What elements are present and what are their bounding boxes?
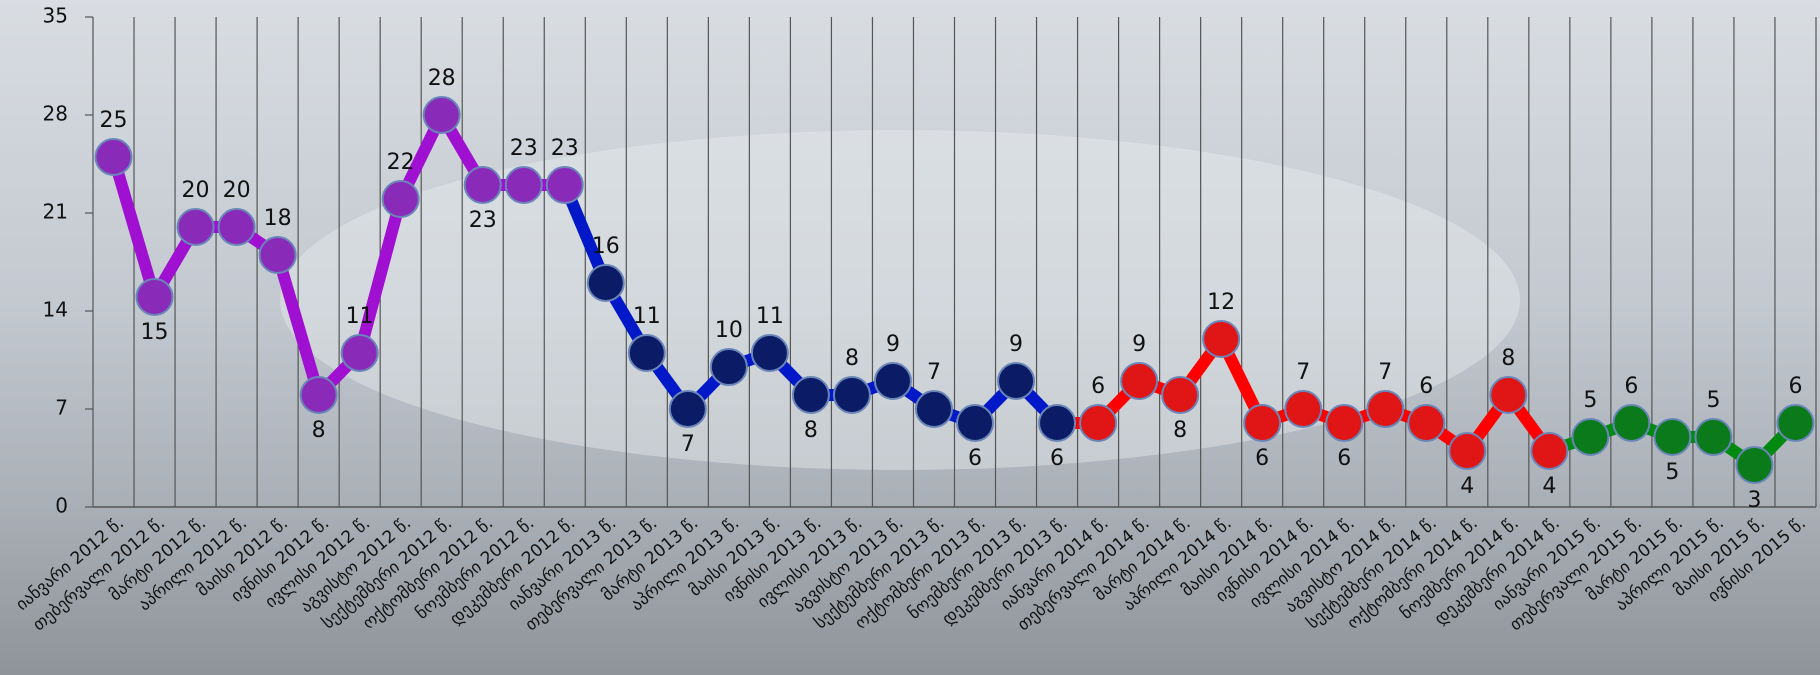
- data-label: 6: [1337, 446, 1351, 471]
- data-label: 5: [1583, 388, 1597, 413]
- marker: [340, 334, 379, 372]
- data-label: 4: [1460, 474, 1474, 499]
- marker: [1530, 432, 1569, 470]
- data-label: 8: [1501, 346, 1515, 371]
- marker: [750, 334, 789, 372]
- marker: [1448, 432, 1487, 470]
- marker: [1079, 404, 1118, 442]
- marker: [627, 334, 666, 372]
- marker: [299, 376, 338, 414]
- data-label: 7: [927, 360, 941, 385]
- data-label: 20: [182, 178, 210, 203]
- marker: [1694, 418, 1733, 456]
- marker: [545, 166, 584, 204]
- data-label: 6: [1091, 374, 1105, 399]
- marker: [1366, 390, 1405, 428]
- data-label: 15: [141, 320, 169, 345]
- data-label: 23: [469, 208, 497, 233]
- marker: [1325, 404, 1364, 442]
- marker: [381, 180, 420, 218]
- data-label: 7: [681, 432, 695, 457]
- y-tick-label: 14: [43, 298, 68, 322]
- marker: [1120, 362, 1159, 400]
- marker: [1407, 404, 1446, 442]
- data-label: 7: [1378, 360, 1392, 385]
- marker: [914, 390, 953, 428]
- marker: [1038, 404, 1077, 442]
- marker: [217, 208, 256, 246]
- data-label: 7: [1296, 360, 1310, 385]
- data-label: 23: [551, 136, 579, 161]
- marker: [668, 390, 707, 428]
- marker: [258, 236, 297, 274]
- marker: [1202, 320, 1241, 358]
- marker: [1571, 418, 1610, 456]
- marker: [1653, 418, 1692, 456]
- data-label: 6: [1419, 374, 1433, 399]
- background-shape: [280, 130, 1520, 470]
- data-label: 6: [1050, 446, 1064, 471]
- marker: [709, 348, 748, 386]
- data-label: 8: [845, 346, 859, 371]
- marker: [135, 278, 174, 316]
- marker: [94, 138, 133, 176]
- data-label: 9: [1132, 332, 1146, 357]
- data-label: 12: [1207, 290, 1235, 315]
- marker: [832, 376, 871, 414]
- marker: [1776, 404, 1815, 442]
- marker: [422, 96, 461, 134]
- y-tick-label: 21: [43, 200, 68, 224]
- data-label: 28: [428, 66, 456, 91]
- data-label: 16: [592, 234, 620, 259]
- data-label: 6: [1255, 446, 1269, 471]
- marker: [1161, 376, 1200, 414]
- marker: [1612, 404, 1651, 442]
- data-label: 10: [715, 318, 743, 343]
- marker: [176, 208, 215, 246]
- y-tick-label: 0: [55, 494, 68, 518]
- data-label: 5: [1706, 388, 1720, 413]
- data-label: 20: [223, 178, 251, 203]
- data-label: 11: [346, 304, 374, 329]
- marker: [1489, 376, 1528, 414]
- data-label: 9: [886, 332, 900, 357]
- marker: [1735, 446, 1774, 484]
- data-label: 11: [756, 304, 784, 329]
- marker: [873, 362, 912, 400]
- data-label: 9: [1009, 332, 1023, 357]
- data-label: 23: [510, 136, 538, 161]
- data-label: 25: [100, 108, 128, 133]
- data-label: 4: [1542, 474, 1556, 499]
- data-label: 8: [312, 418, 326, 443]
- data-label: 6: [968, 446, 982, 471]
- marker: [1243, 404, 1282, 442]
- data-label: 22: [387, 150, 415, 175]
- marker: [1284, 390, 1323, 428]
- marker: [463, 166, 502, 204]
- data-label: 6: [1624, 374, 1638, 399]
- data-label: 8: [804, 418, 818, 443]
- marker: [504, 166, 543, 204]
- marker: [997, 362, 1036, 400]
- data-label: 3: [1747, 488, 1761, 513]
- data-label: 5: [1665, 460, 1679, 485]
- data-label: 8: [1173, 418, 1187, 443]
- marker: [956, 404, 995, 442]
- data-label: 11: [633, 304, 661, 329]
- data-label: 18: [264, 206, 292, 231]
- y-tick-label: 35: [43, 4, 68, 28]
- data-label: 6: [1788, 374, 1802, 399]
- marker: [791, 376, 830, 414]
- marker: [586, 264, 625, 302]
- y-tick-label: 28: [43, 102, 68, 126]
- y-tick-label: 7: [55, 396, 68, 420]
